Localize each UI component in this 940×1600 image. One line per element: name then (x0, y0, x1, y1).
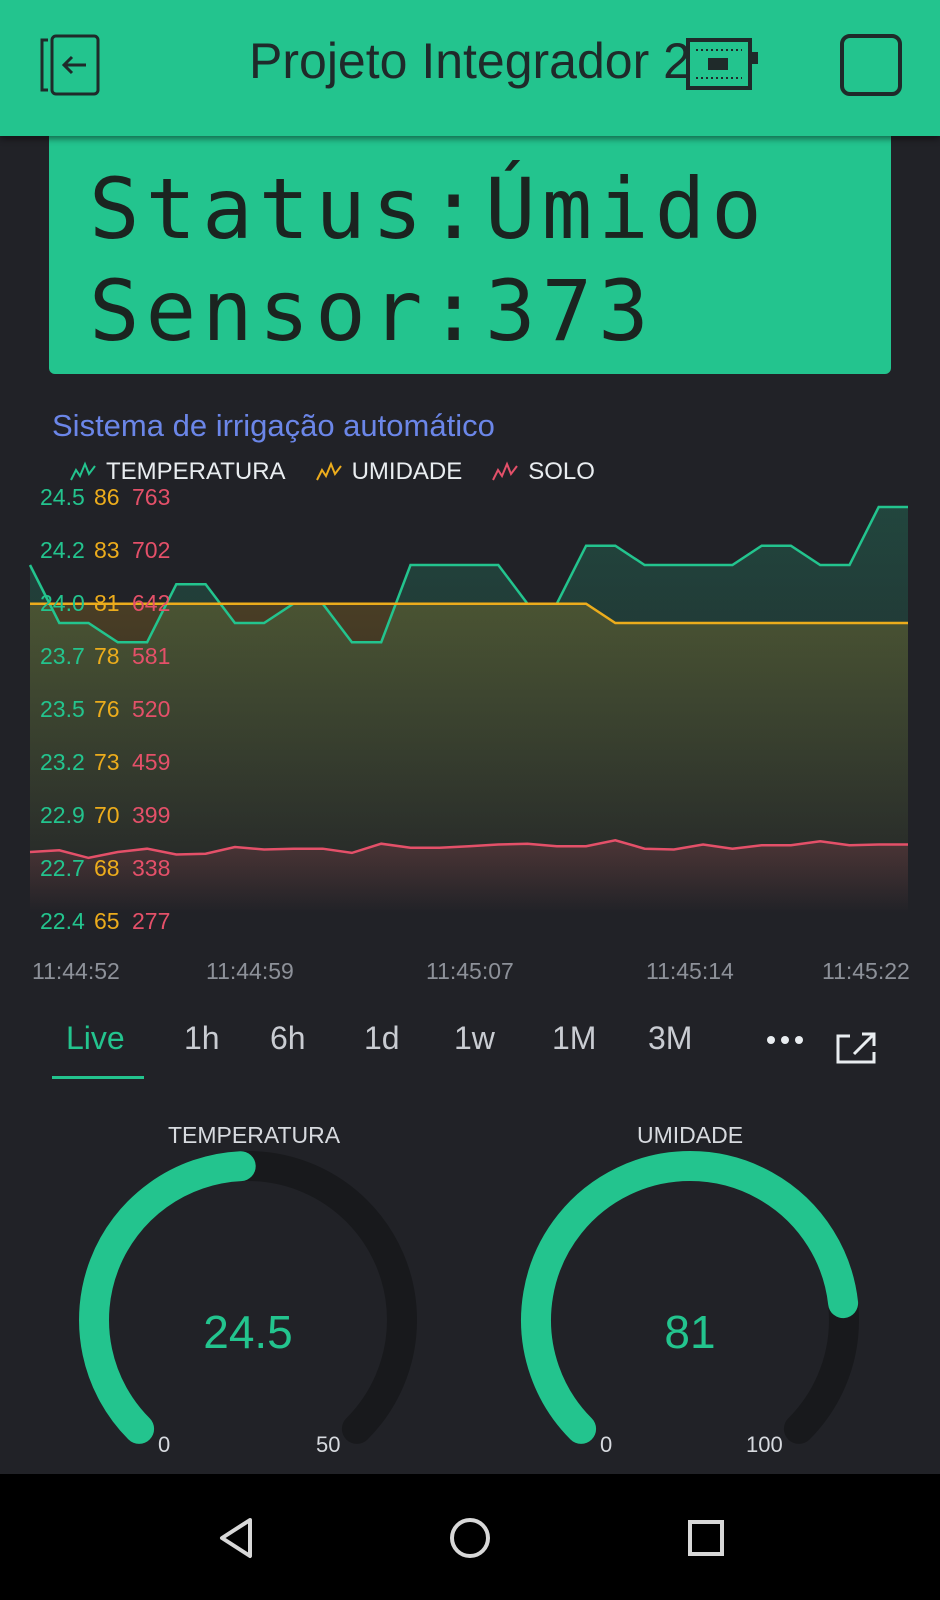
x-tick: 11:45:14 (646, 958, 734, 984)
home-button[interactable] (444, 1512, 496, 1564)
y-tick-solo: 763 (132, 484, 171, 510)
exit-icon (40, 34, 100, 96)
y-tick-temperatura: 22.7 (40, 855, 85, 881)
series-area-solo (30, 840, 908, 913)
y-tick-umidade: 68 (94, 855, 120, 881)
home-icon (450, 1518, 490, 1558)
y-tick-umidade: 81 (94, 590, 120, 616)
active-tab-indicator (52, 1076, 144, 1079)
y-tick-solo: 338 (132, 855, 171, 881)
y-tick-temperatura: 22.4 (40, 908, 85, 934)
tab-6h[interactable]: 6h (270, 1020, 306, 1056)
lcd-line-1: Status:Úmido (89, 160, 768, 258)
lcd-display: Status:Úmido Sensor:373 (49, 136, 891, 374)
more-icon[interactable] (765, 1030, 805, 1050)
y-tick: 23.5 76 520 (40, 696, 170, 723)
series-line-umidade (30, 602, 908, 625)
gauge-min: 0 (600, 1432, 613, 1457)
y-tick: 24.2 83 702 (40, 537, 170, 564)
x-tick: 11:45:07 (426, 958, 514, 984)
back-icon (220, 1518, 252, 1558)
chart-legend: TEMPERATURA UMIDADE SOLO (70, 456, 595, 488)
legend-label: UMIDADE (351, 458, 463, 485)
legend-label: TEMPERATURA (106, 458, 286, 485)
device-board-icon (686, 38, 758, 90)
y-tick-umidade: 83 (94, 537, 120, 563)
y-tick-solo: 399 (132, 802, 171, 828)
export-icon[interactable] (834, 1030, 878, 1066)
y-tick-solo: 459 (132, 749, 171, 775)
gauge-label: UMIDADE (636, 1122, 744, 1148)
gauge-dial (79, 1151, 417, 1444)
y-tick-temperatura: 22.9 (40, 802, 85, 828)
y-tick-umidade: 78 (94, 643, 120, 669)
y-tick-umidade: 73 (94, 749, 120, 775)
stop-button[interactable] (836, 30, 906, 100)
y-tick-solo: 702 (132, 537, 171, 563)
y-tick-umidade: 65 (94, 908, 120, 934)
y-tick-solo: 277 (132, 908, 171, 934)
legend-item-temperatura[interactable]: TEMPERATURA (70, 456, 286, 488)
line-chart-icon (70, 461, 96, 481)
y-tick-temperatura: 24.2 (40, 537, 85, 563)
x-tick: 11:44:59 (206, 958, 294, 984)
y-tick-solo: 581 (132, 643, 171, 669)
lcd-line-2: Sensor:373 (89, 262, 655, 360)
time-range-tabs: Live 1h 6h 1d 1w 1M 3M (40, 1020, 910, 1080)
tab-1d[interactable]: 1d (364, 1020, 400, 1056)
x-tick: 11:45:22 (822, 958, 910, 984)
y-tick-temperatura: 24.5 (40, 484, 85, 510)
exit-button[interactable] (38, 30, 108, 100)
legend-item-solo[interactable]: SOLO (492, 456, 595, 488)
y-tick-temperatura: 23.7 (40, 643, 85, 669)
line-chart[interactable] (0, 485, 940, 945)
y-tick-umidade: 86 (94, 484, 120, 510)
tab-live[interactable]: Live (66, 1020, 125, 1056)
y-tick: 22.7 68 338 (40, 855, 170, 882)
tab-1w[interactable]: 1w (454, 1020, 495, 1056)
gauge-value: 81 (664, 1306, 716, 1358)
y-tick-temperatura: 23.2 (40, 749, 85, 775)
y-tick: 22.9 70 399 (40, 802, 170, 829)
y-tick-umidade: 76 (94, 696, 120, 722)
system-navbar (0, 1474, 940, 1600)
y-tick: 23.2 73 459 (40, 749, 170, 776)
app-header: Projeto Integrador 2 (0, 0, 940, 136)
gauge-value: 24.5 (203, 1306, 293, 1358)
gauge-min: 0 (158, 1432, 171, 1457)
gauge-label: TEMPERATURA (168, 1122, 341, 1148)
y-tick-temperatura: 24.0 (40, 590, 85, 616)
series-line-temperatura (28, 505, 908, 644)
y-tick-solo: 520 (132, 696, 171, 722)
series-line-solo (29, 839, 908, 860)
y-tick: 23.7 78 581 (40, 643, 170, 670)
series-area-umidade (30, 603, 908, 913)
tab-1m[interactable]: 1M (552, 1020, 597, 1056)
legend-item-umidade[interactable]: UMIDADE (315, 456, 463, 488)
gauge-fill (79, 1151, 256, 1444)
gauge-max: 50 (316, 1432, 341, 1457)
x-tick: 11:44:52 (32, 958, 120, 984)
stop-square-icon (840, 34, 902, 96)
gauge-dial (521, 1151, 859, 1444)
line-chart-icon (492, 461, 519, 481)
tab-3m[interactable]: 3M (648, 1020, 693, 1056)
device-button[interactable] (684, 30, 760, 100)
gauge-max: 100 (746, 1432, 783, 1457)
y-tick: 24.0 81 642 (40, 590, 170, 617)
recents-icon (688, 1520, 724, 1556)
back-button[interactable] (210, 1512, 262, 1564)
recents-button[interactable] (680, 1512, 732, 1564)
app-title: Projeto Integrador 2 (249, 33, 691, 89)
y-tick: 24.5 86 763 (40, 484, 170, 511)
tab-1h[interactable]: 1h (184, 1020, 220, 1056)
y-tick-temperatura: 23.5 (40, 696, 85, 722)
y-tick: 22.4 65 277 (40, 908, 170, 935)
chart-title: Sistema de irrigação automático (52, 408, 495, 443)
line-chart-icon (315, 461, 342, 481)
legend-label: SOLO (528, 458, 595, 485)
y-tick-umidade: 70 (94, 802, 120, 828)
gauge-fill (521, 1151, 859, 1444)
y-tick-solo: 642 (132, 590, 171, 616)
